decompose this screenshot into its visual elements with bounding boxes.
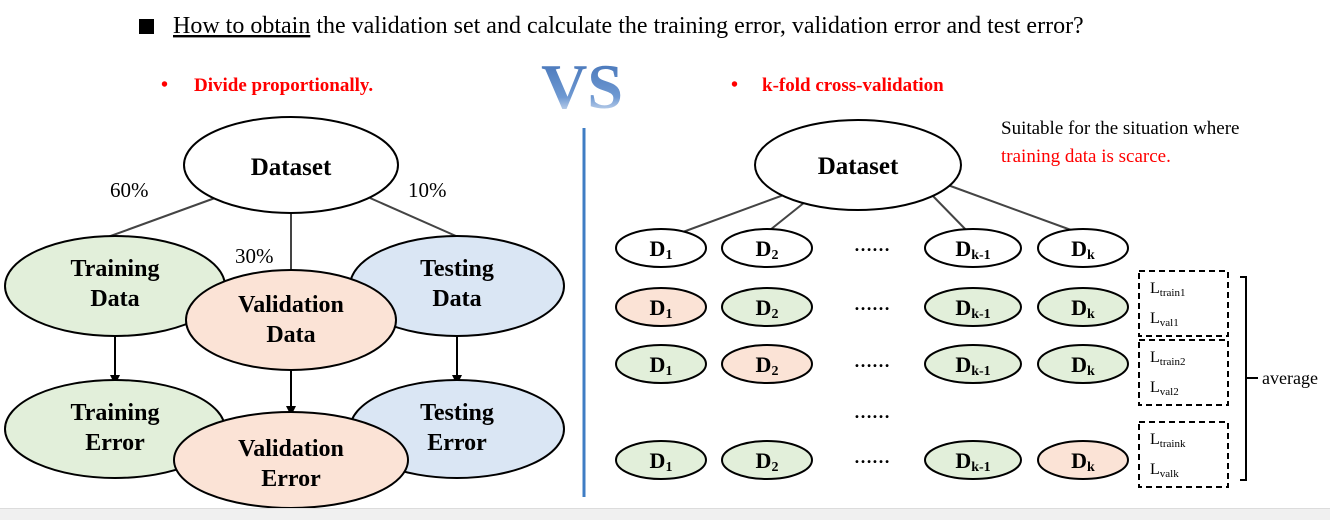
left-dataset-node bbox=[183, 116, 399, 214]
loss-label: Ltrain1 bbox=[1150, 280, 1185, 299]
loss-label: Ltrain2 bbox=[1150, 349, 1185, 368]
left-dataset-label: Dataset bbox=[251, 154, 332, 181]
training-error-label-2: Error bbox=[85, 430, 145, 456]
training-data-label-1: Training bbox=[71, 256, 160, 282]
testing-data-label-1: Testing bbox=[420, 256, 494, 282]
fold-label: D2 bbox=[756, 448, 779, 475]
fold-label: Dk-1 bbox=[955, 236, 990, 263]
fold-node bbox=[1037, 440, 1129, 480]
average-label: average bbox=[1262, 368, 1318, 388]
line-dataset-training bbox=[104, 197, 216, 239]
validation-error-label-1: Validation bbox=[238, 436, 344, 462]
testing-data-label-2: Data bbox=[432, 286, 481, 312]
fold-node bbox=[615, 344, 707, 384]
pct-test: 10% bbox=[408, 178, 447, 202]
average-bracket bbox=[1240, 276, 1247, 481]
validation-data-label-1: Validation bbox=[238, 292, 344, 318]
header-question: How to obtain the validation set and cal… bbox=[173, 13, 1084, 39]
fold-label: Dk-1 bbox=[955, 352, 990, 379]
fold-grid: D1 D2 Dk-1 Dk …… D1 D2 Dk-1 Dk …… D1 D2 Dk-1 Dk …… D1 D2… bbox=[615, 228, 1129, 480]
row-ellipsis: …… bbox=[854, 402, 890, 422]
fold-label: D1 bbox=[650, 352, 673, 379]
fold-node bbox=[721, 440, 813, 480]
validation-data-label-2: Data bbox=[266, 322, 315, 348]
loss-boxes: Ltrain1 Lval1 Ltrain2 Lval2 Ltraink Lvalk bbox=[1138, 270, 1229, 488]
fold-label: Dk bbox=[1071, 295, 1095, 322]
vs-label: VS bbox=[541, 51, 623, 122]
fold-node bbox=[721, 228, 813, 268]
fold-node bbox=[615, 287, 707, 327]
fold-node bbox=[615, 228, 707, 268]
line-kfold-dk1 bbox=[929, 192, 971, 235]
loss-box bbox=[1138, 421, 1229, 488]
note-line-1: Suitable for the situation where bbox=[1001, 118, 1240, 139]
fold-ellipsis: …… bbox=[854, 235, 890, 255]
right-heading: k-fold cross-validation bbox=[762, 75, 944, 96]
fold-node bbox=[924, 287, 1022, 327]
training-data-label-2: Data bbox=[90, 286, 139, 312]
fold-node bbox=[924, 344, 1022, 384]
square-bullet-icon bbox=[139, 19, 154, 34]
loss-label: Lval1 bbox=[1150, 310, 1179, 329]
fold-label: Dk bbox=[1071, 448, 1095, 475]
fold-label: Dk-1 bbox=[955, 448, 990, 475]
fold-node bbox=[721, 344, 813, 384]
fold-ellipsis: …… bbox=[854, 447, 890, 467]
line-dataset-testing bbox=[369, 197, 466, 241]
fold-node bbox=[924, 228, 1022, 268]
loss-box bbox=[1138, 270, 1229, 337]
note-line-2: training data is scarce. bbox=[1001, 146, 1171, 167]
fold-node bbox=[1037, 287, 1129, 327]
pct-val: 30% bbox=[235, 244, 274, 268]
fold-node bbox=[924, 440, 1022, 480]
fold-node bbox=[1037, 228, 1129, 268]
loss-box bbox=[1138, 339, 1229, 406]
left-bullet: • bbox=[161, 74, 168, 96]
bottom-scrollbar[interactable] bbox=[0, 508, 1330, 520]
line-kfold-d1 bbox=[671, 188, 801, 237]
fold-label: D2 bbox=[756, 295, 779, 322]
loss-label: Lvalk bbox=[1150, 461, 1179, 480]
fold-node bbox=[615, 440, 707, 480]
validation-error-label-2: Error bbox=[261, 466, 321, 492]
fold-label: Dk bbox=[1071, 352, 1095, 379]
left-heading: Divide proportionally. bbox=[194, 75, 373, 96]
fold-label: D1 bbox=[650, 295, 673, 322]
fold-node bbox=[721, 287, 813, 327]
pct-train: 60% bbox=[110, 178, 149, 202]
validation-data-node bbox=[185, 269, 397, 371]
testing-error-label-2: Error bbox=[427, 430, 487, 456]
fold-label: D1 bbox=[650, 236, 673, 263]
fold-label: Dk bbox=[1071, 236, 1095, 263]
fold-ellipsis: …… bbox=[854, 294, 890, 314]
fold-node bbox=[1037, 344, 1129, 384]
testing-error-label-1: Testing bbox=[420, 400, 494, 426]
line-kfold-dk bbox=[944, 183, 1083, 235]
fold-ellipsis: …… bbox=[854, 351, 890, 371]
right-dataset-node bbox=[754, 119, 962, 211]
right-dataset-label: Dataset bbox=[818, 153, 899, 180]
fold-label: Dk-1 bbox=[955, 295, 990, 322]
fold-label: D1 bbox=[650, 448, 673, 475]
loss-label: Lval2 bbox=[1150, 379, 1179, 398]
fold-label: D2 bbox=[756, 236, 779, 263]
right-bullet: • bbox=[731, 74, 738, 96]
fold-label: D2 bbox=[756, 352, 779, 379]
loss-label: Ltraink bbox=[1150, 431, 1186, 450]
training-error-label-1: Training bbox=[71, 400, 160, 426]
